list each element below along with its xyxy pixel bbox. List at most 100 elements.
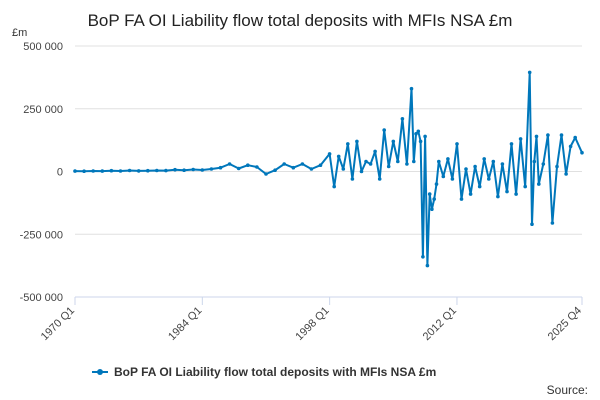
x-tick-label: 2012 Q1 — [421, 305, 459, 343]
data-point[interactable] — [200, 168, 205, 172]
data-point[interactable] — [455, 142, 459, 146]
data-point[interactable] — [523, 184, 527, 189]
data-point[interactable] — [127, 168, 132, 173]
data-point[interactable] — [464, 167, 468, 171]
data-point[interactable] — [432, 197, 437, 201]
data-point[interactable] — [364, 159, 368, 164]
data-point[interactable] — [182, 168, 186, 172]
data-point[interactable] — [136, 169, 141, 173]
data-point[interactable] — [73, 169, 77, 173]
data-point[interactable] — [273, 168, 277, 172]
data-point[interactable] — [100, 169, 105, 173]
data-point[interactable] — [450, 177, 455, 181]
data-point[interactable] — [412, 159, 416, 164]
data-point[interactable] — [346, 142, 350, 146]
data-point[interactable] — [441, 174, 446, 179]
data-point[interactable] — [368, 162, 373, 166]
data-point[interactable] — [146, 168, 150, 173]
legend[interactable]: BoP FA OI Liability flow total deposits … — [92, 365, 436, 379]
data-point[interactable] — [532, 159, 537, 164]
data-point[interactable] — [109, 168, 114, 173]
data-point[interactable] — [236, 166, 241, 171]
data-point[interactable] — [336, 154, 341, 159]
data-point[interactable] — [446, 157, 450, 161]
data-point[interactable] — [518, 137, 523, 141]
data-point[interactable] — [414, 132, 418, 136]
data-point[interactable] — [427, 192, 432, 196]
data-point[interactable] — [396, 159, 400, 164]
series-line — [74, 71, 583, 267]
data-point[interactable] — [191, 167, 195, 172]
data-point[interactable] — [534, 134, 539, 139]
legend-marker — [97, 369, 103, 375]
data-point[interactable] — [255, 165, 259, 169]
data-point[interactable] — [477, 184, 482, 189]
data-point[interactable] — [487, 177, 491, 181]
data-point[interactable] — [580, 150, 584, 155]
data-point[interactable] — [155, 168, 159, 173]
data-point[interactable] — [327, 152, 332, 156]
data-point[interactable] — [418, 139, 423, 144]
data-point[interactable] — [437, 159, 441, 164]
data-point[interactable] — [300, 162, 305, 166]
data-point[interactable] — [421, 254, 425, 259]
data-point[interactable] — [382, 128, 387, 132]
data-point[interactable] — [509, 142, 514, 146]
data-point[interactable] — [82, 169, 86, 173]
data-point[interactable] — [459, 197, 464, 201]
data-point[interactable] — [350, 177, 355, 181]
data-point[interactable] — [564, 172, 568, 176]
y-tick-label: -500 000 — [20, 292, 63, 304]
data-point[interactable] — [400, 117, 405, 121]
data-point[interactable] — [530, 222, 534, 226]
data-point[interactable] — [359, 169, 364, 174]
x-axis-ticks: 1970 Q1 1984 Q1 1998 Q1 2012 Q1 2025 Q4 — [39, 297, 584, 343]
data-point[interactable] — [173, 167, 177, 172]
data-point[interactable] — [118, 169, 123, 173]
data-point[interactable] — [559, 133, 564, 137]
data-point[interactable] — [514, 192, 518, 196]
x-tick-label: 1984 Q1 — [166, 305, 204, 343]
data-point[interactable] — [416, 129, 421, 134]
data-point[interactable] — [386, 164, 391, 169]
data-point[interactable] — [318, 163, 323, 167]
data-point[interactable] — [332, 184, 337, 189]
data-point[interactable] — [377, 177, 382, 181]
data-point[interactable] — [505, 189, 509, 194]
data-point[interactable] — [541, 162, 546, 166]
data-point[interactable] — [473, 164, 477, 169]
data-point[interactable] — [264, 172, 268, 176]
data-point[interactable] — [341, 167, 346, 171]
data-point[interactable] — [425, 263, 430, 268]
data-point[interactable] — [164, 168, 168, 173]
unit-label: £m — [12, 27, 27, 39]
data-point[interactable] — [430, 207, 434, 211]
data-point[interactable] — [546, 133, 550, 137]
data-point[interactable] — [246, 163, 250, 167]
data-point[interactable] — [434, 182, 439, 186]
data-point[interactable] — [555, 164, 559, 169]
data-point[interactable] — [573, 135, 577, 140]
data-point[interactable] — [537, 182, 541, 186]
data-point[interactable] — [409, 86, 414, 91]
data-point[interactable] — [568, 144, 573, 149]
data-point[interactable] — [309, 167, 314, 171]
data-point[interactable] — [91, 169, 95, 173]
data-point[interactable] — [405, 162, 409, 166]
data-point[interactable] — [218, 165, 223, 170]
data-point[interactable] — [423, 134, 427, 139]
data-point[interactable] — [391, 139, 396, 144]
data-point[interactable] — [496, 194, 500, 199]
data-point[interactable] — [491, 159, 496, 164]
data-point[interactable] — [527, 70, 532, 75]
data-point[interactable] — [355, 139, 359, 144]
data-point[interactable] — [550, 221, 555, 225]
data-point[interactable] — [227, 162, 232, 166]
data-point[interactable] — [500, 162, 505, 166]
data-point[interactable] — [209, 167, 214, 171]
data-point[interactable] — [468, 192, 473, 196]
data-point[interactable] — [282, 162, 287, 166]
data-point[interactable] — [482, 157, 487, 161]
data-point[interactable] — [373, 149, 377, 154]
data-point[interactable] — [291, 165, 296, 170]
